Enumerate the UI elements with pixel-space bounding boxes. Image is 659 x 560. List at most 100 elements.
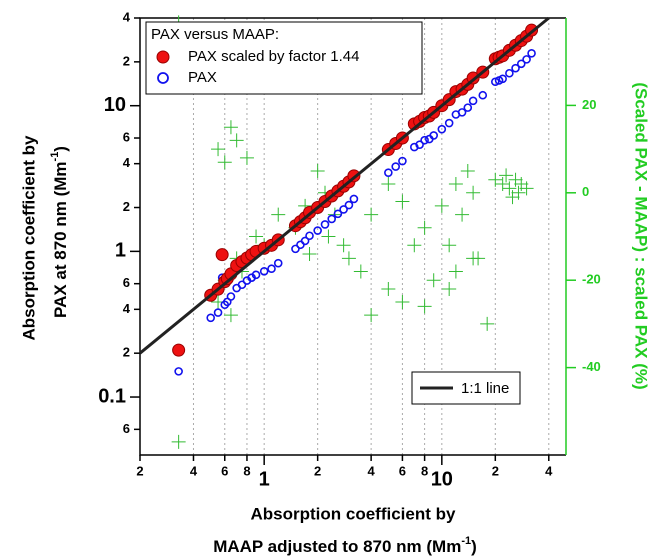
- data-point: [434, 198, 449, 213]
- legend-marker: [156, 50, 170, 64]
- data-point: [478, 90, 488, 100]
- data-point: [502, 181, 517, 196]
- data-point: [417, 299, 432, 314]
- data-point: [384, 168, 393, 177]
- x-tick-label: 8: [243, 463, 250, 478]
- data-point: [468, 96, 478, 106]
- y-tick-label: 1: [115, 240, 126, 262]
- y-axis-title: Absorption coefficient by: [19, 135, 38, 341]
- data-point: [522, 55, 531, 64]
- data-point: [327, 214, 337, 224]
- x-tick-label: 2: [314, 463, 321, 478]
- x-tick-label: 2: [136, 463, 143, 478]
- data-point: [223, 308, 238, 323]
- data-point: [217, 155, 232, 170]
- x-axis-title-close: ): [471, 537, 477, 556]
- data-point: [442, 238, 457, 253]
- x-tick-label: 4: [368, 463, 376, 478]
- data-point: [395, 194, 410, 209]
- y-tick-label: 4: [123, 155, 131, 170]
- data-point: [226, 292, 236, 301]
- x-tick-label: 8: [421, 463, 428, 478]
- data-point: [463, 103, 473, 112]
- data-point: [229, 133, 244, 148]
- data-point: [353, 264, 368, 279]
- x-axis-title-exponent: -1: [461, 535, 471, 547]
- y-axis-title: PAX at 870 nm (Mm-1): [49, 146, 71, 318]
- data-point: [466, 251, 481, 266]
- y-tick-label: 2: [123, 199, 130, 214]
- data-point: [429, 131, 438, 140]
- x-axis-title-text: MAAP adjusted to 870 nm (Mm: [213, 537, 461, 556]
- y2-tick-label: 0: [582, 184, 589, 199]
- data-point: [251, 270, 261, 280]
- data-point: [415, 140, 424, 149]
- data-point: [213, 308, 223, 317]
- data-point: [460, 163, 475, 178]
- data-point: [457, 108, 467, 117]
- x-tick-label: 1: [259, 468, 270, 490]
- data-point: [171, 434, 186, 449]
- y-axis-title-exponent: -1: [49, 152, 61, 162]
- data-point: [426, 273, 441, 288]
- x-tick-label: 10: [431, 468, 453, 490]
- data-point: [498, 74, 507, 84]
- data-point: [455, 207, 470, 222]
- data-point: [172, 343, 186, 357]
- y2-tick-label: 20: [582, 97, 596, 112]
- data-point: [519, 181, 534, 196]
- data-point: [398, 156, 407, 166]
- y-tick-label: 0.1: [98, 385, 126, 407]
- legend-label: 1:1 line: [461, 380, 509, 397]
- legend-label: PAX scaled by factor 1.44: [188, 48, 359, 65]
- data-point: [442, 281, 457, 296]
- y-tick-label: 6: [123, 275, 130, 290]
- data-point: [291, 244, 300, 254]
- y-tick-label: 2: [123, 345, 130, 360]
- data-point: [249, 229, 264, 244]
- legend-label: PAX: [188, 69, 217, 86]
- legend-marker: [157, 72, 169, 84]
- data-point: [516, 59, 526, 69]
- y-tick-label: 6: [123, 129, 130, 144]
- y-axis-title-text: PAX at 870 nm (Mm: [51, 161, 70, 318]
- data-point: [339, 205, 348, 214]
- data-point: [341, 251, 356, 266]
- data-point: [259, 266, 269, 276]
- data-point: [206, 313, 215, 323]
- data-point: [448, 264, 463, 279]
- data-point: [320, 220, 330, 229]
- data-point: [511, 63, 520, 73]
- x-axis-title: Absorption coefficient by: [251, 504, 457, 523]
- data-point: [321, 229, 336, 244]
- y-tick-label: 4: [123, 301, 131, 316]
- y-tick-label: 2: [123, 53, 130, 68]
- data-point: [313, 226, 322, 235]
- legend-title: PAX versus MAAP:: [151, 26, 279, 43]
- data-point: [381, 177, 396, 192]
- data-point: [174, 367, 183, 376]
- data-point: [437, 124, 447, 134]
- x-axis-title: MAAP adjusted to 870 nm (Mm-1): [213, 535, 477, 557]
- data-point: [215, 248, 229, 262]
- data-point: [344, 200, 354, 210]
- data-point: [480, 316, 495, 331]
- data-point: [466, 185, 481, 200]
- x-tick-label: 2: [492, 463, 499, 478]
- data-point: [448, 177, 463, 192]
- y-axis-title-close: ): [51, 146, 70, 152]
- data-point: [211, 142, 226, 157]
- data-point: [495, 177, 510, 192]
- data-point: [491, 77, 500, 87]
- data-point: [499, 168, 514, 183]
- data-point: [381, 281, 396, 296]
- data-point: [349, 194, 359, 204]
- data-point: [296, 240, 305, 250]
- data-point: [267, 264, 276, 274]
- x-tick-label: 6: [221, 463, 228, 478]
- data-point: [336, 238, 351, 253]
- data-point: [444, 118, 454, 128]
- x-tick-label: 6: [399, 463, 406, 478]
- reference-line: [139, 16, 550, 355]
